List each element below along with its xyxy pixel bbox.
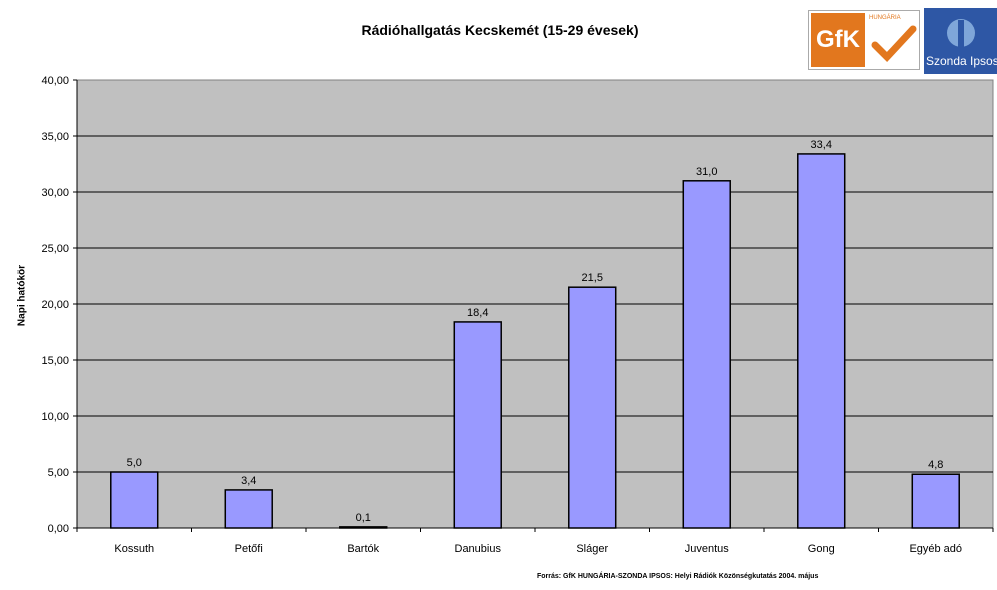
bar-4 [569, 287, 616, 528]
data-label-2: 0,1 [356, 512, 371, 524]
data-label-7: 4,8 [928, 459, 943, 471]
y-tick-label: 40,00 [41, 75, 69, 87]
data-label-6: 33,4 [811, 139, 832, 151]
y-tick-label: 30,00 [41, 187, 69, 199]
y-tick-label: 10,00 [41, 411, 69, 423]
bar-7 [912, 474, 959, 528]
x-tick-label-3: Danubius [455, 543, 502, 555]
x-tick-label-4: Sláger [576, 543, 608, 555]
y-tick-label: 20,00 [41, 299, 69, 311]
y-tick-label: 5,00 [48, 467, 69, 479]
y-tick-label: 25,00 [41, 243, 69, 255]
bar-0 [111, 472, 158, 528]
data-label-1: 3,4 [241, 475, 256, 487]
y-tick-label: 35,00 [41, 131, 69, 143]
bar-3 [454, 322, 501, 528]
x-tick-label-1: Petőfi [235, 543, 263, 555]
bar-2 [340, 527, 387, 528]
bar-1 [225, 490, 272, 528]
y-tick-label: 15,00 [41, 355, 69, 367]
x-tick-label-2: Bartók [347, 543, 379, 555]
data-label-0: 5,0 [127, 457, 142, 469]
data-label-4: 21,5 [582, 272, 603, 284]
x-tick-label-5: Juventus [685, 543, 730, 555]
x-tick-label-7: Egyéb adó [909, 543, 962, 555]
y-tick-label: 0,00 [48, 523, 69, 535]
data-label-3: 18,4 [467, 307, 488, 319]
x-tick-label-6: Gong [808, 543, 835, 555]
bar-5 [683, 181, 730, 528]
source-note: Forrás: GfK HUNGÁRIA-SZONDA IPSOS: Helyi… [537, 573, 818, 580]
bar-6 [798, 154, 845, 528]
data-label-5: 31,0 [696, 166, 717, 178]
x-tick-label-0: Kossuth [114, 543, 154, 555]
